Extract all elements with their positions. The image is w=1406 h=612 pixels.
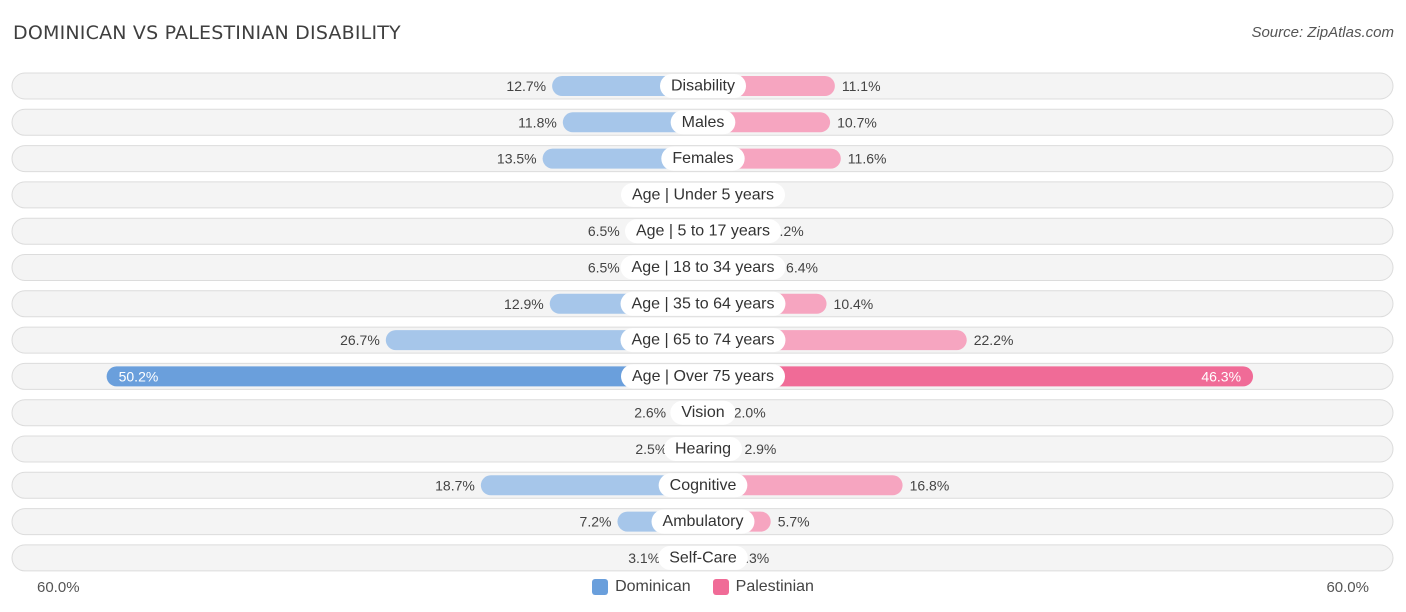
legend-item-palestinian[interactable]: Palestinian (712, 578, 814, 596)
category-pill (621, 364, 785, 389)
value-label-dominican: 12.7% (506, 78, 546, 94)
axis-left-label: 60.0% (37, 579, 80, 596)
legend-item-dominican[interactable]: Dominican (592, 578, 691, 596)
value-label-dominican: 7.2% (580, 514, 612, 530)
value-label-palestinian: 10.7% (837, 114, 877, 130)
category-pill (620, 291, 786, 316)
category-pill (658, 473, 748, 498)
category-label: Age | 35 to 64 years (632, 295, 775, 312)
legend: Dominican Palestinian (0, 578, 1406, 596)
value-label-palestinian: 6.4% (786, 260, 818, 276)
category-label: Hearing (675, 441, 731, 458)
value-label-dominican: 18.7% (435, 477, 475, 493)
category-label: Males (682, 114, 725, 131)
value-label-palestinian: 11.6% (848, 151, 887, 167)
value-label-dominican: 2.6% (634, 405, 666, 421)
category-pill (658, 545, 748, 570)
category-pill (620, 328, 786, 353)
value-label-dominican: 6.5% (588, 260, 620, 276)
category-label: Self-Care (669, 549, 737, 566)
category-label: Age | Under 5 years (632, 186, 774, 203)
category-pill (624, 219, 782, 244)
category-pill (661, 146, 745, 171)
bar-palestinian[interactable] (703, 475, 903, 496)
value-label-dominican: 2.5% (635, 441, 667, 457)
bar-dominican[interactable] (106, 366, 703, 387)
category-label: Disability (671, 78, 735, 95)
value-label-dominican: 50.2% (119, 368, 159, 384)
legend-swatch-palestinian (712, 579, 729, 595)
category-pill (651, 509, 755, 534)
bar-palestinian[interactable] (703, 366, 1254, 387)
category-pill (663, 437, 743, 461)
category-label: Ambulatory (663, 513, 744, 530)
category-pill (620, 182, 786, 207)
category-label: Females (672, 150, 733, 167)
value-label-palestinian: 46.3% (1201, 368, 1241, 384)
category-label: Age | Over 75 years (632, 368, 774, 385)
category-pill (670, 110, 736, 135)
chart-source: Source: ZipAtlas.com (1251, 24, 1394, 41)
category-pill (670, 400, 736, 425)
legend-swatch-dominican (592, 579, 609, 595)
value-label-dominican: 13.5% (497, 151, 537, 167)
legend-label-dominican: Dominican (615, 578, 691, 595)
category-label: Age | 5 to 17 years (636, 223, 770, 240)
value-label-dominican: 11.8% (518, 114, 557, 130)
category-pill (620, 255, 786, 280)
value-label-palestinian: 16.8% (910, 477, 950, 493)
value-label-dominican: 12.9% (504, 296, 544, 312)
category-label: Age | 18 to 34 years (632, 259, 775, 276)
value-label-dominican: 3.1% (628, 550, 660, 566)
category-label: Vision (681, 404, 724, 421)
axis-right-label: 60.0% (1326, 579, 1369, 596)
category-pill (659, 74, 747, 98)
value-label-palestinian: 2.0% (734, 405, 766, 421)
value-label-palestinian: 2.9% (744, 441, 776, 457)
bar-dominican[interactable] (480, 475, 703, 496)
category-label: Cognitive (670, 477, 737, 494)
value-label-palestinian: 11.1% (842, 78, 881, 94)
bar-dominican[interactable] (562, 112, 703, 133)
value-label-dominican: 6.5% (588, 223, 620, 239)
bar-palestinian[interactable] (703, 112, 831, 133)
value-label-palestinian: 22.2% (974, 332, 1014, 348)
value-label-dominican: 26.7% (340, 332, 380, 348)
value-label-palestinian: 10.4% (834, 296, 874, 312)
value-label-palestinian: 5.7% (778, 514, 810, 530)
legend-label-palestinian: Palestinian (735, 578, 814, 595)
category-label: Age | 65 to 74 years (632, 332, 775, 349)
chart-title: DOMINICAN VS PALESTINIAN DISABILITY (13, 22, 401, 44)
